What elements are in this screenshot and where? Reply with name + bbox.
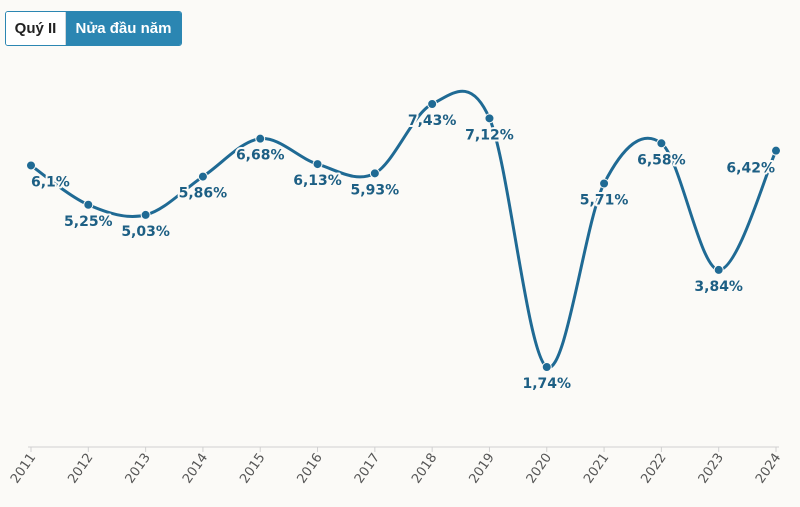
data-label-halo: 6,42% [726,161,775,177]
x-tick-label: 2018 [409,451,440,487]
x-tick-label: 2014 [180,451,211,487]
x-tick-label: 2020 [524,451,555,487]
data-label: 5,25% [64,214,113,230]
x-tick-label: 2017 [352,451,383,487]
data-label-halo: 5,03% [121,224,170,240]
data-point[interactable] [369,168,380,179]
data-point[interactable] [484,113,495,124]
data-point[interactable] [427,99,438,109]
data-label: 6,58% [637,152,686,168]
data-label-halo: 3,84% [694,279,743,295]
data-point[interactable] [771,145,781,156]
data-point[interactable] [713,264,724,275]
data-label: 5,93% [351,182,400,198]
x-tick-label: 2013 [123,451,154,487]
data-point[interactable] [656,138,667,149]
data-label: 5,86% [179,186,228,202]
data-label-halo: 5,71% [580,193,629,209]
data-label-halo: 5,25% [64,214,113,230]
half-year-button[interactable]: Nửa đầu năm [66,12,181,45]
data-point[interactable] [599,178,610,189]
data-label: 6,68% [236,148,285,164]
quarter-2-button[interactable]: Quý II [6,12,66,45]
data-label-halo: 6,1% [31,174,70,190]
data-label: 7,43% [408,113,457,129]
x-tick-label: 2012 [65,451,96,487]
series-line [29,89,778,369]
data-point[interactable] [140,209,151,220]
data-label-halo: 6,68% [236,148,285,164]
data-point[interactable] [26,160,36,171]
data-label: 3,84% [694,279,743,295]
data-point[interactable] [312,159,323,170]
x-tick-label: 2024 [753,451,784,487]
x-tick-label: 2021 [581,451,612,487]
x-tick-label: 2022 [638,451,669,487]
data-label: 6,13% [293,173,342,189]
data-label-halo: 1,74% [522,376,571,392]
data-label: 1,74% [522,376,571,392]
data-label-halo: 5,93% [351,182,400,198]
x-tick-label: 2019 [466,451,497,487]
data-label-halo: 7,12% [465,127,514,143]
data-label: 5,71% [580,193,629,209]
x-tick-label: 2015 [237,451,268,487]
data-point[interactable] [541,362,552,372]
x-tick-label: 2023 [696,451,727,487]
data-label: 6,1% [31,174,70,190]
period-toggle: Quý II Nửa đầu năm [5,11,182,46]
data-label-halo: 5,86% [179,186,228,202]
data-label-halo: 7,43% [408,113,457,129]
data-point[interactable] [255,133,266,144]
data-point[interactable] [83,199,94,210]
data-label: 7,12% [465,127,514,143]
data-label-halo: 6,58% [637,152,686,168]
data-point[interactable] [197,171,208,182]
data-label: 5,03% [121,224,170,240]
x-tick-label: 2016 [295,451,326,487]
data-label-halo: 6,13% [293,173,342,189]
data-label: 6,42% [726,161,775,177]
x-tick-label: 2011 [8,451,39,487]
